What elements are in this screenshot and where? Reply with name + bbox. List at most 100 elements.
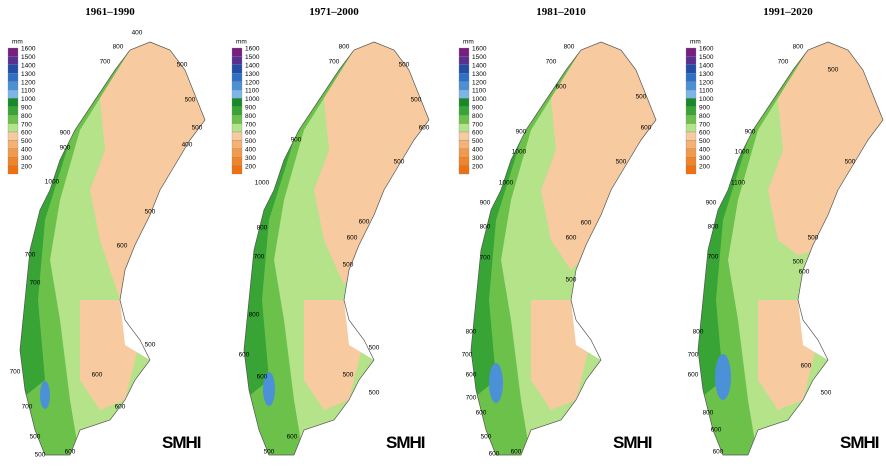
contour-label: 900	[516, 129, 527, 136]
lake	[263, 372, 275, 406]
contour-label: 600	[688, 372, 699, 379]
contour-label: 500	[821, 390, 832, 397]
legend-swatch	[231, 140, 243, 149]
legend-swatch	[7, 47, 19, 57]
legend-label: 500	[472, 138, 483, 145]
contour-label: 700	[10, 369, 21, 376]
legend-label: 500	[245, 138, 256, 145]
legend-swatch	[685, 157, 697, 166]
contour-label: 1000	[512, 149, 527, 156]
region	[531, 300, 591, 410]
contour-label: 900	[706, 200, 717, 207]
contour-label: 600	[713, 449, 724, 456]
panel: 1961–1990mm16001500140013001200110010009…	[7, 6, 206, 459]
legend-swatch	[7, 148, 19, 158]
legend-swatch	[231, 98, 243, 107]
contour-label: 700	[546, 59, 557, 66]
contour-label: 700	[462, 352, 473, 359]
panel: 1991–2020mm16001500140013001200110010009…	[685, 6, 884, 456]
contour-label: 700	[329, 59, 340, 66]
region	[80, 300, 140, 410]
contour-label: 600	[287, 434, 298, 441]
contour-label: 500	[399, 62, 410, 69]
legend-swatch	[7, 89, 19, 99]
contour-label: 700	[480, 255, 491, 262]
legend-label: 1600	[472, 46, 487, 53]
legend-swatch	[685, 115, 697, 124]
panel-title: 1981–2010	[536, 6, 586, 18]
legend-label: 200	[245, 163, 256, 170]
contour-label: 800	[793, 44, 804, 51]
contour-label: 600	[65, 449, 76, 456]
legend-label: 400	[699, 147, 710, 154]
legend-swatch	[458, 165, 470, 175]
contour-label: 700	[22, 404, 33, 411]
legend-swatch	[458, 131, 470, 141]
contour-label: 400	[182, 142, 193, 149]
contour-label: 600	[511, 449, 522, 456]
contour-label: 500	[566, 277, 577, 284]
legend-label: 1200	[245, 79, 260, 86]
legend-label: 1300	[21, 71, 36, 78]
region	[541, 42, 656, 270]
legend-label: 800	[21, 113, 32, 120]
logo: SMHI	[162, 433, 201, 452]
legend-swatch	[231, 148, 243, 158]
lake	[489, 363, 503, 403]
contour-label: 500	[343, 262, 354, 269]
legend-swatch	[458, 148, 470, 158]
legend-label: 900	[245, 105, 256, 112]
contour-label: 800	[466, 329, 477, 336]
country-outline	[697, 41, 884, 456]
contour-label: 1000	[45, 179, 60, 186]
legend-label: 900	[699, 105, 710, 112]
legend-swatch	[685, 106, 697, 116]
contour-label: 500	[145, 209, 156, 216]
legend-swatch	[231, 131, 243, 141]
contour-label: 500	[35, 452, 46, 459]
legend-label: 1500	[472, 54, 487, 61]
legend-label: 1200	[472, 79, 487, 86]
legend-unit: mm	[690, 39, 701, 46]
contour-label: 600	[115, 404, 126, 411]
legend-swatch	[7, 73, 19, 82]
legend-label: 1400	[245, 63, 260, 70]
legend-swatch	[458, 115, 470, 124]
legend-label: 200	[699, 163, 710, 170]
legend-swatch	[7, 123, 19, 133]
legend-swatch	[7, 106, 19, 116]
contour-label: 500	[30, 434, 41, 441]
contour-label: 500	[845, 159, 856, 166]
legend-swatch	[231, 81, 243, 91]
contour-label: 600	[799, 269, 810, 276]
panel: 1981–2010mm16001500140013001200110010009…	[458, 6, 657, 458]
legend-swatch	[458, 89, 470, 99]
contour-label: 600	[476, 410, 487, 417]
legend-swatch	[231, 157, 243, 166]
legend-label: 1300	[245, 71, 260, 78]
contour-label: 500	[192, 125, 203, 132]
contour-label: 600	[347, 235, 358, 242]
legend-label: 1600	[21, 46, 36, 53]
contour-label: 600	[556, 84, 567, 91]
contour-label: 800	[249, 312, 260, 319]
contour-label: 700	[466, 395, 477, 402]
legend-swatch	[231, 115, 243, 124]
legend-swatch	[685, 165, 697, 175]
legend-swatch	[458, 73, 470, 82]
legend-label: 700	[699, 121, 710, 128]
legend-swatch	[7, 98, 19, 107]
contour-label: 500	[793, 259, 804, 266]
legend-swatch	[685, 81, 697, 91]
legend-swatch	[7, 81, 19, 91]
legend-swatch	[685, 47, 697, 57]
legend-label: 400	[472, 147, 483, 154]
contour-label: 700	[25, 252, 36, 259]
panel-title: 1961–1990	[85, 6, 135, 18]
legend-label: 400	[21, 147, 32, 154]
contour-label: 900	[480, 200, 491, 207]
contour-label: 500	[369, 390, 380, 397]
contour-label: 600	[117, 243, 128, 250]
legend-label: 1400	[699, 63, 714, 70]
